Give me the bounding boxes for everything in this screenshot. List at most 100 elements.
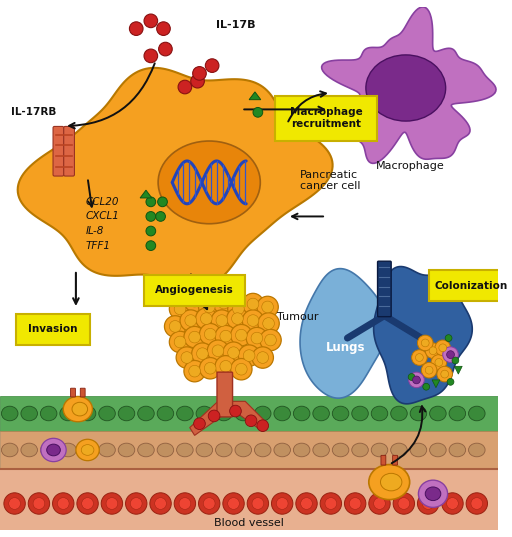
FancyBboxPatch shape [63,126,74,176]
Ellipse shape [418,480,447,507]
Circle shape [447,379,454,385]
Circle shape [215,325,237,347]
Circle shape [228,347,240,359]
Ellipse shape [293,406,310,421]
Circle shape [349,498,361,509]
Polygon shape [140,190,152,198]
Polygon shape [231,401,268,432]
Circle shape [417,493,439,514]
Circle shape [150,493,171,514]
Circle shape [208,410,220,422]
Circle shape [146,241,156,250]
Circle shape [57,498,69,509]
Ellipse shape [177,406,193,421]
Circle shape [408,374,415,380]
Circle shape [155,498,166,509]
Circle shape [212,345,224,357]
Circle shape [409,372,424,388]
Circle shape [169,321,181,332]
Ellipse shape [371,406,388,421]
Circle shape [369,493,390,514]
Polygon shape [300,268,387,398]
Circle shape [189,365,201,377]
Circle shape [53,493,74,514]
Circle shape [193,67,206,80]
Circle shape [146,197,156,207]
Circle shape [189,295,201,307]
Circle shape [230,405,241,417]
Circle shape [437,366,453,382]
Ellipse shape [99,406,115,421]
Circle shape [421,362,437,378]
Circle shape [243,350,255,361]
Ellipse shape [235,443,251,457]
Circle shape [246,328,268,349]
Circle shape [200,358,221,379]
Ellipse shape [76,439,99,461]
Circle shape [236,364,247,375]
FancyBboxPatch shape [377,261,391,317]
Circle shape [435,340,451,355]
Circle shape [252,347,273,368]
Circle shape [33,498,45,509]
Ellipse shape [79,406,96,421]
Text: Tumour: Tumour [278,311,319,322]
Circle shape [207,340,229,361]
Bar [0,396,498,431]
Ellipse shape [157,443,174,457]
Ellipse shape [468,406,485,421]
Circle shape [421,339,429,347]
Circle shape [196,308,217,329]
Circle shape [174,493,196,514]
Ellipse shape [274,443,290,457]
Circle shape [236,329,247,341]
Circle shape [4,493,25,514]
Circle shape [422,498,434,509]
FancyBboxPatch shape [381,455,386,465]
Circle shape [443,347,458,362]
Text: IL-17B: IL-17B [216,20,255,30]
Circle shape [130,22,143,35]
Circle shape [262,301,273,313]
Circle shape [215,355,237,377]
Circle shape [176,347,198,368]
Ellipse shape [430,406,446,421]
Circle shape [223,342,244,364]
Circle shape [345,493,366,514]
Text: Colonization: Colonization [434,280,507,291]
Circle shape [446,498,458,509]
Circle shape [435,359,443,366]
Circle shape [169,331,191,353]
Circle shape [228,498,240,509]
Circle shape [184,326,205,348]
Ellipse shape [366,55,445,121]
Ellipse shape [216,406,232,421]
Circle shape [231,313,243,324]
Ellipse shape [254,406,271,421]
Ellipse shape [40,406,57,421]
Ellipse shape [313,443,329,457]
Ellipse shape [47,444,60,456]
Ellipse shape [332,443,349,457]
Circle shape [191,343,213,364]
FancyBboxPatch shape [144,275,245,306]
Circle shape [156,212,165,221]
Ellipse shape [468,443,485,457]
Circle shape [257,296,279,318]
Circle shape [232,303,244,315]
Circle shape [296,493,317,514]
Circle shape [82,498,93,509]
Circle shape [431,354,446,370]
Circle shape [131,498,142,509]
Ellipse shape [430,443,446,457]
Circle shape [417,335,433,351]
Ellipse shape [196,443,212,457]
Text: CCL20: CCL20 [86,197,119,207]
Circle shape [181,352,193,364]
Ellipse shape [81,445,94,455]
Ellipse shape [157,406,174,421]
Circle shape [416,354,423,361]
Ellipse shape [99,443,115,457]
Circle shape [211,310,232,331]
Circle shape [174,303,186,315]
